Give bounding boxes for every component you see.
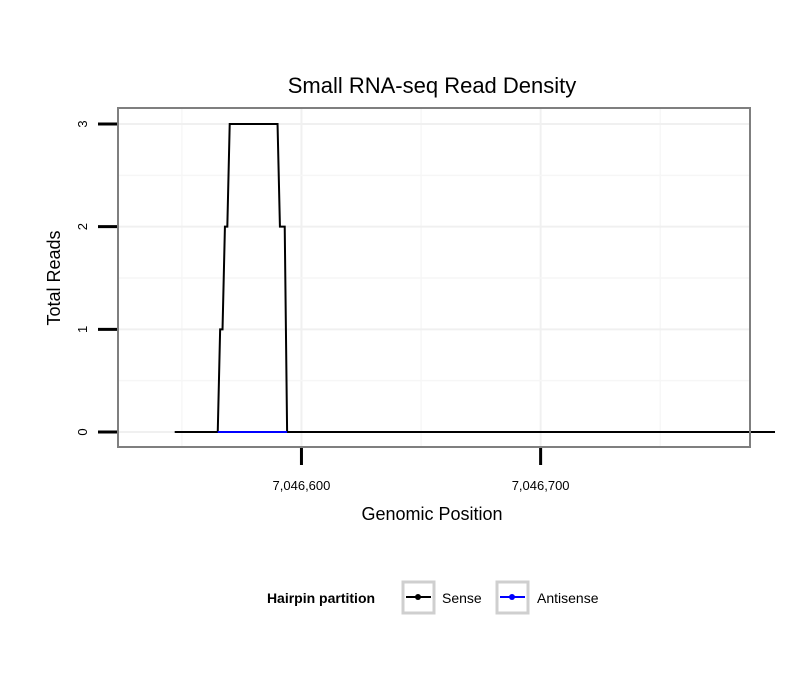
legend-label-antisense: Antisense — [537, 590, 599, 606]
y-tick-label-2: 2 — [75, 223, 90, 230]
legend: Hairpin partition Sense Antisense — [267, 580, 599, 615]
y-axis: 0 1 2 3 — [75, 120, 117, 436]
legend-item-antisense: Antisense — [495, 580, 599, 615]
legend-dot-antisense — [509, 594, 515, 600]
y-tick-label-3: 3 — [75, 120, 90, 127]
legend-label-sense: Sense — [442, 590, 482, 606]
y-tick-label-0: 0 — [75, 428, 90, 435]
x-axis: 7,046,600 7,046,700 — [273, 448, 570, 493]
chart-title: Small RNA-seq Read Density — [288, 73, 577, 98]
x-axis-title: Genomic Position — [361, 504, 502, 524]
y-axis-title: Total Reads — [44, 230, 64, 325]
y-tick-label-1: 1 — [75, 326, 90, 333]
x-tick-label-7046700: 7,046,700 — [512, 478, 570, 493]
legend-title: Hairpin partition — [267, 590, 375, 606]
plot-border — [117, 107, 751, 448]
series-line-sense — [174, 123, 776, 433]
series-lines — [174, 123, 776, 433]
x-tick-label-7046600: 7,046,600 — [273, 478, 331, 493]
legend-item-sense: Sense — [401, 580, 482, 615]
legend-dot-sense — [415, 594, 421, 600]
